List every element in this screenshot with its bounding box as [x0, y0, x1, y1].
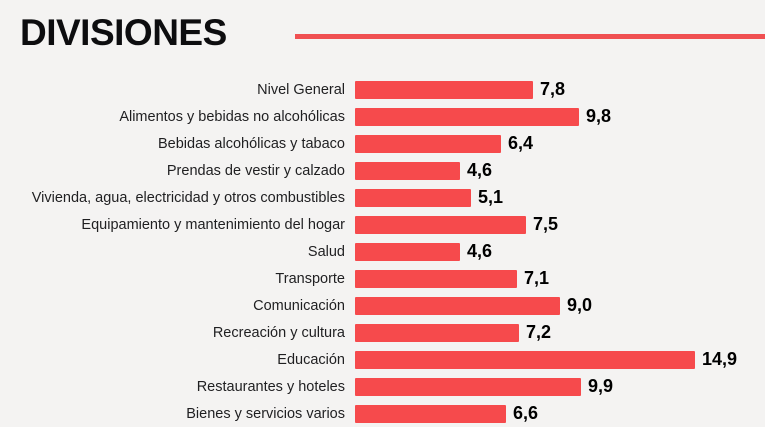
- bar-row: Transporte 7,1: [0, 265, 765, 292]
- category-label: Salud: [307, 243, 345, 260]
- value-label: 9,0: [567, 295, 593, 315]
- bar-chart: Nivel General 7,8 Alimentos y bebidas no…: [0, 76, 765, 427]
- category-label: Bebidas alcohólicas y tabaco: [157, 135, 345, 152]
- bar-track: 7,1: [355, 265, 765, 292]
- bar[interactable]: [355, 296, 560, 315]
- bar-track: 6,6: [355, 400, 765, 427]
- bar[interactable]: [355, 404, 506, 423]
- value-label: 4,6: [467, 241, 493, 261]
- bar[interactable]: [355, 188, 471, 207]
- bar-track: 5,1: [355, 184, 765, 211]
- category-label: Bienes y servicios varios: [186, 405, 345, 422]
- bar-track: 14,9: [355, 346, 765, 373]
- category-label: Vivienda, agua, electricidad y otros com…: [31, 189, 345, 206]
- category-label: Educación: [277, 351, 345, 368]
- category-label: Comunicación: [253, 297, 345, 314]
- value-label: 9,9: [588, 376, 614, 396]
- bar-row: Equipamiento y mantenimiento del hogar 7…: [0, 211, 765, 238]
- bar[interactable]: [355, 134, 501, 153]
- bar[interactable]: [355, 161, 460, 180]
- bar-row: Nivel General 7,8: [0, 76, 765, 103]
- bar-row: Vivienda, agua, electricidad y otros com…: [0, 184, 765, 211]
- bar-row: Educación 14,9: [0, 346, 765, 373]
- bar-track: 9,0: [355, 292, 765, 319]
- value-label: 7,8: [540, 79, 566, 99]
- value-label: 6,4: [508, 133, 534, 153]
- bar-row: Bienes y servicios varios 6,6: [0, 400, 765, 427]
- bar-row: Prendas de vestir y calzado 4,6: [0, 157, 765, 184]
- bar[interactable]: [355, 269, 517, 288]
- bar[interactable]: [355, 377, 581, 396]
- bar[interactable]: [355, 350, 695, 369]
- category-label: Alimentos y bebidas no alcohólicas: [119, 108, 345, 125]
- value-label: 14,9: [702, 349, 738, 369]
- bar[interactable]: [355, 242, 460, 261]
- bar[interactable]: [355, 215, 526, 234]
- bar-row: Alimentos y bebidas no alcohólicas 9,8: [0, 103, 765, 130]
- bar[interactable]: [355, 80, 533, 99]
- title-accent-line: [295, 34, 765, 39]
- bar-track: 6,4: [355, 130, 765, 157]
- bar-row: Restaurantes y hoteles 9,9: [0, 373, 765, 400]
- category-label: Prendas de vestir y calzado: [166, 162, 345, 179]
- value-label: 7,5: [533, 214, 559, 234]
- value-label: 9,8: [586, 106, 612, 126]
- value-label: 6,6: [513, 403, 539, 423]
- bar-track: 7,8: [355, 76, 765, 103]
- value-label: 5,1: [478, 187, 504, 207]
- value-label: 4,6: [467, 160, 493, 180]
- bar-track: 9,9: [355, 373, 765, 400]
- category-label: Nivel General: [257, 81, 345, 98]
- category-label: Transporte: [275, 270, 345, 287]
- value-label: 7,2: [526, 322, 552, 342]
- page-title: DIVISIONES: [20, 12, 227, 53]
- bar-row: Salud 4,6: [0, 238, 765, 265]
- category-label: Equipamiento y mantenimiento del hogar: [81, 216, 345, 233]
- bar-track: 9,8: [355, 103, 765, 130]
- bar[interactable]: [355, 323, 519, 342]
- bar-track: 4,6: [355, 157, 765, 184]
- category-label: Recreación y cultura: [212, 324, 345, 341]
- chart-header: DIVISIONES: [0, 0, 765, 70]
- bar-track: 7,5: [355, 211, 765, 238]
- bar-row: Bebidas alcohólicas y tabaco 6,4: [0, 130, 765, 157]
- bar-row: Comunicación 9,0: [0, 292, 765, 319]
- bar-track: 4,6: [355, 238, 765, 265]
- bar-track: 7,2: [355, 319, 765, 346]
- category-label: Restaurantes y hoteles: [196, 378, 345, 395]
- bar[interactable]: [355, 107, 579, 126]
- value-label: 7,1: [524, 268, 550, 288]
- bar-row: Recreación y cultura 7,2: [0, 319, 765, 346]
